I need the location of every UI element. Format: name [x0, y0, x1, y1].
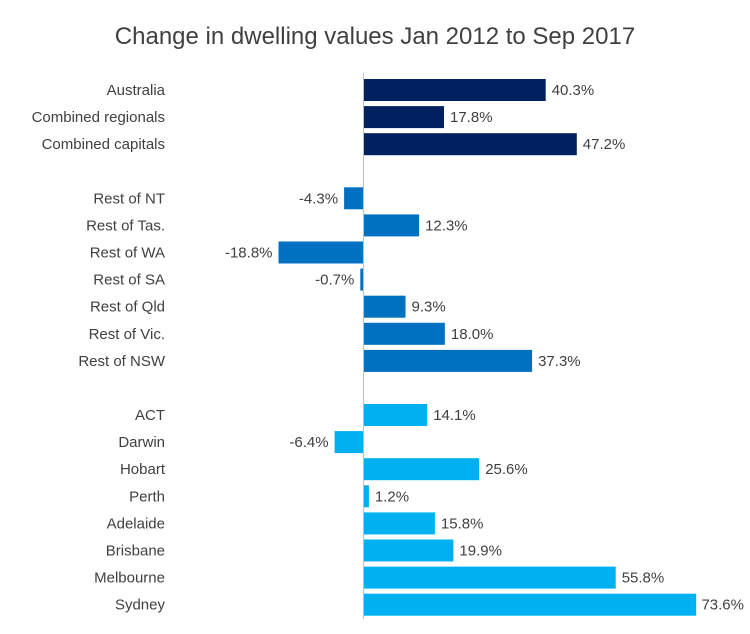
bar-rest-of-nt — [344, 187, 364, 210]
bar-perth — [363, 485, 369, 508]
category-label-sydney: Sydney — [115, 597, 166, 614]
bar-melbourne — [363, 566, 616, 589]
bar-rest-of-qld — [363, 295, 406, 318]
category-label-brisbane: Brisbane — [106, 543, 165, 560]
value-label-perth: 1.2% — [375, 488, 409, 505]
category-label-combined-capitals: Combined capitals — [42, 136, 165, 153]
category-label-rest-of-tas: Rest of Tas. — [86, 217, 165, 234]
category-label-rest-of-qld: Rest of Qld — [90, 299, 165, 316]
category-label-perth: Perth — [129, 488, 165, 505]
value-label-rest-of-nt: -4.3% — [299, 190, 338, 207]
bar-darwin — [334, 431, 364, 454]
bar-adelaide — [363, 512, 435, 535]
bars-layer: Australia 40.3% Combined regionals 17.8% Com… — [32, 79, 744, 616]
category-label-act: ACT — [135, 407, 165, 424]
bar-rest-of-nsw — [363, 349, 533, 372]
category-label-rest-of-sa: Rest of SA — [93, 272, 165, 289]
value-label-melbourne: 55.8% — [622, 570, 665, 587]
value-label-adelaide: 15.8% — [441, 515, 484, 532]
value-label-rest-of-wa: -18.8% — [225, 245, 273, 262]
bar-combined-regionals — [363, 106, 444, 129]
value-label-rest-of-sa: -0.7% — [315, 272, 354, 289]
chart-title: Change in dwelling values Jan 2012 to Se… — [115, 23, 635, 50]
value-label-combined-capitals: 47.2% — [583, 136, 626, 153]
value-label-act: 14.1% — [433, 407, 476, 424]
value-label-darwin: -6.4% — [289, 434, 328, 451]
bar-hobart — [363, 458, 480, 481]
value-label-rest-of-nsw: 37.3% — [538, 353, 581, 370]
bar-combined-capitals — [363, 133, 577, 156]
category-label-rest-of-wa: Rest of WA — [90, 245, 165, 262]
value-label-combined-regionals: 17.8% — [450, 109, 493, 126]
bar-sydney — [363, 593, 697, 616]
category-label-adelaide: Adelaide — [107, 515, 165, 532]
category-label-combined-regionals: Combined regionals — [32, 109, 165, 126]
category-label-rest-of-vic: Rest of Vic. — [89, 326, 165, 343]
value-label-rest-of-tas: 12.3% — [425, 217, 468, 234]
value-label-australia: 40.3% — [552, 82, 595, 99]
bar-brisbane — [363, 539, 454, 562]
bar-rest-of-wa — [278, 241, 364, 264]
value-label-rest-of-vic: 18.0% — [451, 326, 494, 343]
value-label-brisbane: 19.9% — [459, 543, 502, 560]
bar-rest-of-tas — [363, 214, 420, 237]
value-label-hobart: 25.6% — [485, 461, 528, 478]
category-label-darwin: Darwin — [118, 434, 165, 451]
bar-rest-of-vic — [363, 322, 445, 345]
value-label-rest-of-qld: 9.3% — [412, 299, 446, 316]
category-label-hobart: Hobart — [120, 461, 166, 478]
bar-act — [363, 404, 428, 426]
category-label-rest-of-nt: Rest of NT — [93, 190, 165, 207]
bar-australia — [363, 79, 546, 101]
value-label-sydney: 73.6% — [701, 597, 744, 614]
category-label-melbourne: Melbourne — [94, 570, 165, 587]
category-label-rest-of-nsw: Rest of NSW — [78, 353, 166, 370]
category-label-australia: Australia — [107, 82, 166, 99]
bar-rest-of-sa — [360, 268, 364, 291]
